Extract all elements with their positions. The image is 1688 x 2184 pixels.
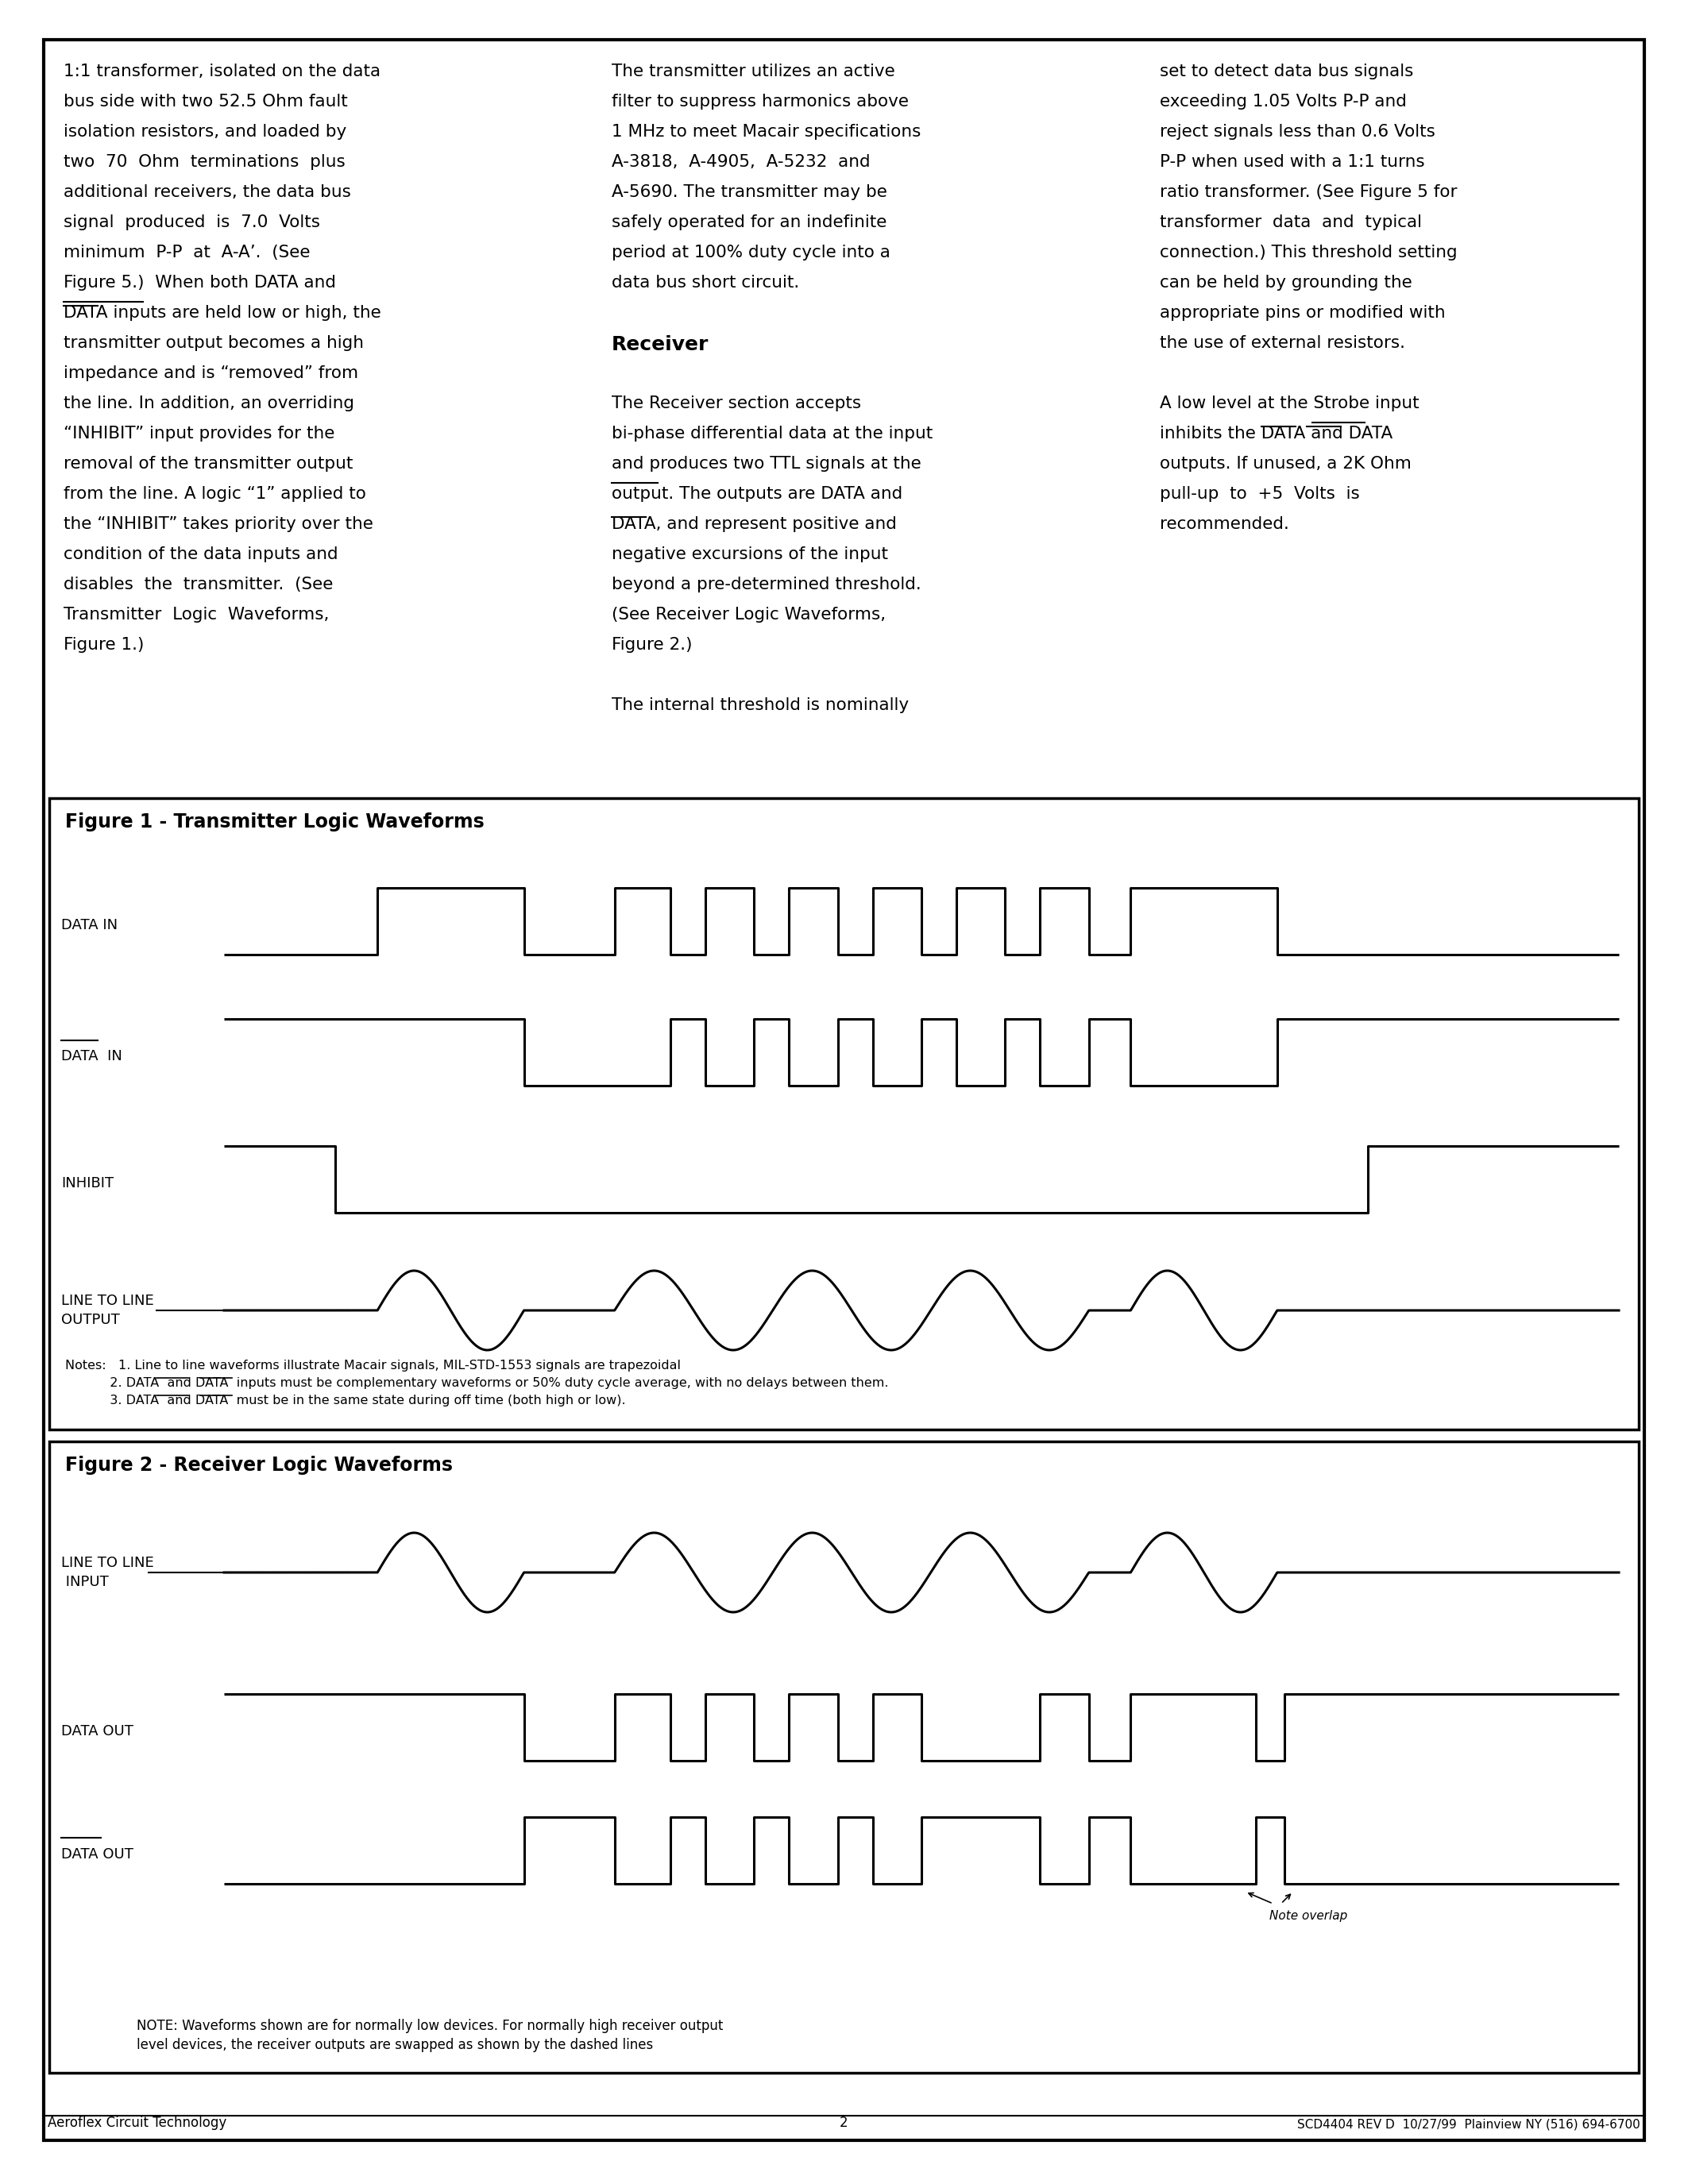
Text: SCD4404 REV D  10/27/99  Plainview NY (516) 694-6700: SCD4404 REV D 10/27/99 Plainview NY (516… — [1298, 2118, 1641, 2129]
Text: ratio transformer. (See Figure 5 for: ratio transformer. (See Figure 5 for — [1160, 183, 1457, 201]
Text: inhibits the DATA and DATA: inhibits the DATA and DATA — [1160, 426, 1393, 441]
Text: and produces two TTL signals at the: and produces two TTL signals at the — [611, 456, 922, 472]
Text: beyond a pre-determined threshold.: beyond a pre-determined threshold. — [611, 577, 922, 592]
Text: additional receivers, the data bus: additional receivers, the data bus — [64, 183, 351, 201]
Text: DATA IN: DATA IN — [61, 917, 118, 933]
Text: Aeroflex Circuit Technology: Aeroflex Circuit Technology — [47, 2116, 226, 2129]
Text: Figure 1 - Transmitter Logic Waveforms: Figure 1 - Transmitter Logic Waveforms — [66, 812, 484, 832]
Text: DATA inputs are held low or high, the: DATA inputs are held low or high, the — [64, 306, 381, 321]
Text: Note overlap: Note overlap — [1269, 1911, 1347, 1922]
Text: 3. DATA  and DATA  must be in the same state during off time (both high or low).: 3. DATA and DATA must be in the same sta… — [66, 1396, 626, 1406]
Text: OUTPUT: OUTPUT — [61, 1313, 120, 1328]
Text: Figure 2 - Receiver Logic Waveforms: Figure 2 - Receiver Logic Waveforms — [66, 1457, 452, 1474]
Text: INHIBIT: INHIBIT — [61, 1177, 113, 1190]
Text: NOTE: Waveforms shown are for normally low devices. For normally high receiver o: NOTE: Waveforms shown are for normally l… — [137, 2018, 722, 2033]
Text: Notes:   1. Line to line waveforms illustrate Macair signals, MIL-STD-1553 signa: Notes: 1. Line to line waveforms illustr… — [66, 1361, 680, 1372]
Text: can be held by grounding the: can be held by grounding the — [1160, 275, 1413, 290]
Text: 2: 2 — [841, 2116, 849, 2129]
Text: level devices, the receiver outputs are swapped as shown by the dashed lines: level devices, the receiver outputs are … — [137, 2038, 653, 2053]
Text: The transmitter utilizes an active: The transmitter utilizes an active — [611, 63, 895, 79]
Text: INPUT: INPUT — [61, 1575, 108, 1590]
Text: connection.) This threshold setting: connection.) This threshold setting — [1160, 245, 1457, 260]
Text: Receiver: Receiver — [611, 334, 709, 354]
Text: “INHIBIT” input provides for the: “INHIBIT” input provides for the — [64, 426, 334, 441]
Text: isolation resistors, and loaded by: isolation resistors, and loaded by — [64, 124, 346, 140]
Text: disables  the  transmitter.  (See: disables the transmitter. (See — [64, 577, 333, 592]
Text: P-P when used with a 1:1 turns: P-P when used with a 1:1 turns — [1160, 155, 1425, 170]
Text: DATA OUT: DATA OUT — [61, 1848, 133, 1861]
Text: bi-phase differential data at the input: bi-phase differential data at the input — [611, 426, 933, 441]
Text: reject signals less than 0.6 Volts: reject signals less than 0.6 Volts — [1160, 124, 1435, 140]
Text: transformer  data  and  typical: transformer data and typical — [1160, 214, 1421, 229]
Text: 1 MHz to meet Macair specifications: 1 MHz to meet Macair specifications — [611, 124, 922, 140]
Bar — [49, 797, 1639, 1431]
Text: The Receiver section accepts: The Receiver section accepts — [611, 395, 861, 411]
Text: the line. In addition, an overriding: the line. In addition, an overriding — [64, 395, 354, 411]
Text: outputs. If unused, a 2K Ohm: outputs. If unused, a 2K Ohm — [1160, 456, 1411, 472]
Text: DATA  IN: DATA IN — [61, 1048, 122, 1064]
Text: DATA OUT: DATA OUT — [61, 1723, 133, 1738]
Text: Figure 1.): Figure 1.) — [64, 638, 143, 653]
Text: negative excursions of the input: negative excursions of the input — [611, 546, 888, 561]
Text: filter to suppress harmonics above: filter to suppress harmonics above — [611, 94, 908, 109]
Text: output. The outputs are DATA and: output. The outputs are DATA and — [611, 487, 903, 502]
Text: Figure 2.): Figure 2.) — [611, 638, 692, 653]
Text: A-5690. The transmitter may be: A-5690. The transmitter may be — [611, 183, 888, 201]
Text: set to detect data bus signals: set to detect data bus signals — [1160, 63, 1413, 79]
Text: removal of the transmitter output: removal of the transmitter output — [64, 456, 353, 472]
Text: bus side with two 52.5 Ohm fault: bus side with two 52.5 Ohm fault — [64, 94, 348, 109]
Text: The internal threshold is nominally: The internal threshold is nominally — [611, 697, 908, 714]
Text: signal  produced  is  7.0  Volts: signal produced is 7.0 Volts — [64, 214, 321, 229]
Text: Figure 5.)  When both DATA and: Figure 5.) When both DATA and — [64, 275, 336, 290]
Text: A low level at the Strobe input: A low level at the Strobe input — [1160, 395, 1420, 411]
Text: pull-up  to  +5  Volts  is: pull-up to +5 Volts is — [1160, 487, 1361, 502]
Text: LINE TO LINE: LINE TO LINE — [61, 1293, 154, 1308]
Text: two  70  Ohm  terminations  plus: two 70 Ohm terminations plus — [64, 155, 346, 170]
Text: Transmitter  Logic  Waveforms,: Transmitter Logic Waveforms, — [64, 607, 329, 622]
Text: A-3818,  A-4905,  A-5232  and: A-3818, A-4905, A-5232 and — [611, 155, 871, 170]
Text: from the line. A logic “1” applied to: from the line. A logic “1” applied to — [64, 487, 366, 502]
Text: impedance and is “removed” from: impedance and is “removed” from — [64, 365, 358, 382]
Bar — [49, 1441, 1639, 2073]
Text: the “INHIBIT” takes priority over the: the “INHIBIT” takes priority over the — [64, 515, 373, 533]
Text: the use of external resistors.: the use of external resistors. — [1160, 334, 1404, 352]
Text: condition of the data inputs and: condition of the data inputs and — [64, 546, 338, 561]
Text: recommended.: recommended. — [1160, 515, 1290, 533]
Text: (See Receiver Logic Waveforms,: (See Receiver Logic Waveforms, — [611, 607, 886, 622]
Text: minimum  P-P  at  A-A’.  (See: minimum P-P at A-A’. (See — [64, 245, 311, 260]
Text: 2. DATA  and DATA  inputs must be complementary waveforms or 50% duty cycle aver: 2. DATA and DATA inputs must be compleme… — [66, 1378, 888, 1389]
Text: safely operated for an indefinite: safely operated for an indefinite — [611, 214, 886, 229]
Text: appropriate pins or modified with: appropriate pins or modified with — [1160, 306, 1445, 321]
Text: data bus short circuit.: data bus short circuit. — [611, 275, 800, 290]
Text: LINE TO LINE: LINE TO LINE — [61, 1555, 154, 1570]
Text: 1:1 transformer, isolated on the data: 1:1 transformer, isolated on the data — [64, 63, 380, 79]
Text: period at 100% duty cycle into a: period at 100% duty cycle into a — [611, 245, 890, 260]
Text: exceeding 1.05 Volts P-P and: exceeding 1.05 Volts P-P and — [1160, 94, 1406, 109]
Text: transmitter output becomes a high: transmitter output becomes a high — [64, 334, 365, 352]
Text: DATA, and represent positive and: DATA, and represent positive and — [611, 515, 896, 533]
